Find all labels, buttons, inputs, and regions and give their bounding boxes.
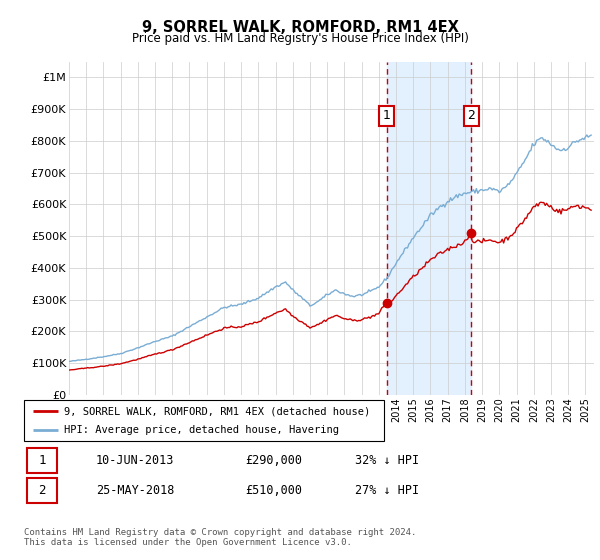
Text: 25-MAY-2018: 25-MAY-2018 [96,484,174,497]
Text: 9, SORREL WALK, ROMFORD, RM1 4EX: 9, SORREL WALK, ROMFORD, RM1 4EX [142,20,458,35]
Text: 1: 1 [38,454,46,467]
Text: 27% ↓ HPI: 27% ↓ HPI [355,484,419,497]
Text: 9, SORREL WALK, ROMFORD, RM1 4EX (detached house): 9, SORREL WALK, ROMFORD, RM1 4EX (detach… [64,407,370,416]
Text: £510,000: £510,000 [245,484,302,497]
Bar [386,62,472,395]
FancyBboxPatch shape [24,400,384,441]
Text: 2: 2 [38,484,46,497]
FancyBboxPatch shape [27,478,57,503]
Text: Contains HM Land Registry data © Crown copyright and database right 2024.
This d: Contains HM Land Registry data © Crown c… [24,528,416,547]
Text: £290,000: £290,000 [245,454,302,467]
Text: Price paid vs. HM Land Registry's House Price Index (HPI): Price paid vs. HM Land Registry's House … [131,32,469,45]
Text: 2: 2 [467,109,475,122]
Text: HPI: Average price, detached house, Havering: HPI: Average price, detached house, Have… [64,425,338,435]
Text: 32% ↓ HPI: 32% ↓ HPI [355,454,419,467]
FancyBboxPatch shape [27,448,57,473]
Text: 1: 1 [383,109,391,122]
Text: 10-JUN-2013: 10-JUN-2013 [96,454,174,467]
